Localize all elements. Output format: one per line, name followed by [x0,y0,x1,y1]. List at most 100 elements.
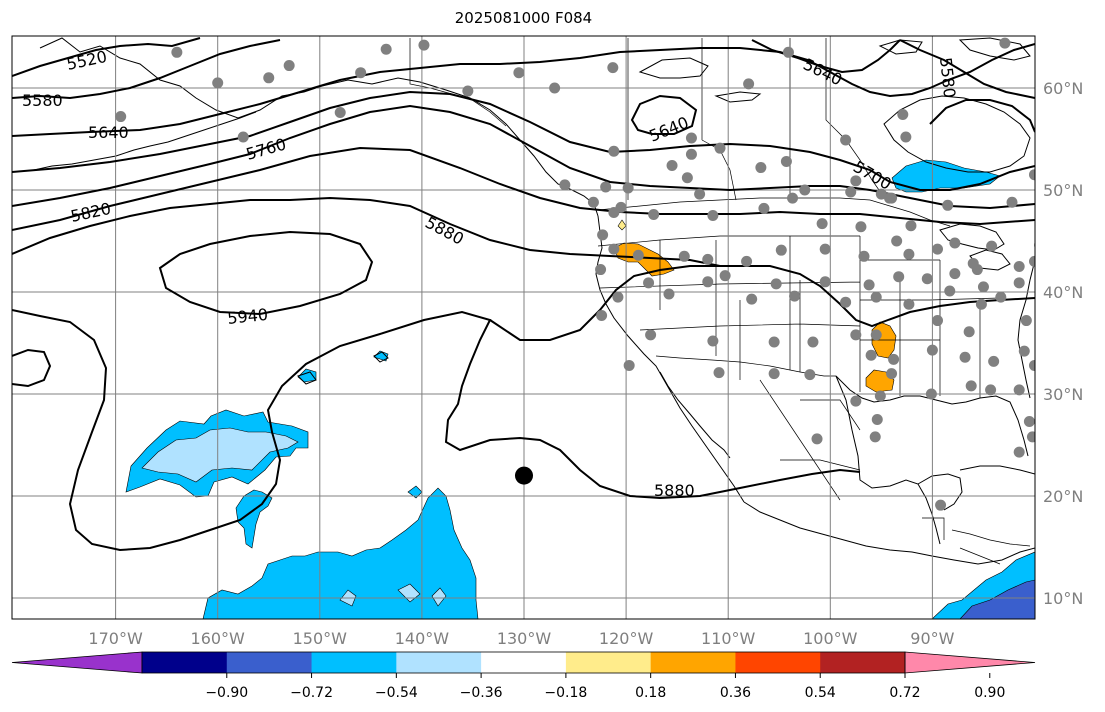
station-dot [1018,345,1030,357]
station-dot [549,82,561,94]
station-dot [1034,242,1035,249]
map-title: 2025081000 F084 [454,9,593,27]
station-dot [237,131,249,143]
station-dot [595,264,607,276]
colorbar-segment [311,652,397,673]
us-mexico-border [655,355,836,377]
colorbar-tick-label: −0.90 [205,685,248,701]
station-dot [799,184,811,196]
station-dot [787,192,799,204]
station-dot [932,243,944,255]
station-dot [1013,261,1025,272]
station-dot [600,181,612,193]
station-dot [623,359,635,371]
station-dot [1051,356,1062,367]
station-dot [263,72,275,84]
contour-5580-east [929,99,1035,133]
station-dot [1067,334,1078,345]
lat-lon-grid [12,36,1035,619]
station-dot [758,202,770,214]
colorbar-segment [226,652,313,673]
station-dot [1013,277,1025,289]
colorbar-segment [650,652,736,673]
station-dot [648,208,660,220]
latitude-label: 20°N [1043,487,1083,506]
latitude-label: 40°N [1043,283,1083,302]
colorbar-segment [565,652,652,673]
station-dot [685,132,697,144]
station-dot [965,380,977,392]
station-dot [819,276,831,288]
station-dot [845,186,857,198]
contour-5520 [12,37,201,77]
station-dot [975,298,987,310]
east-coast-us [1017,259,1035,399]
us-states [597,235,1001,398]
station-dot [869,431,881,443]
negative-field-mid [235,489,273,549]
arctic-islands [638,37,1031,103]
shaded-fields [125,159,1035,619]
station-dot [741,255,753,267]
station-dot [1036,315,1047,326]
station-dot [171,46,183,58]
station-dot [886,368,898,380]
station-dot [850,395,862,407]
station-dot [811,433,823,445]
station-dot [702,253,714,265]
contour-label-5940: 5940 [226,305,268,328]
longitude-label: 170°W [88,629,143,648]
contour-5880-loop [12,309,861,552]
colorbar-tick-label: 0.18 [635,685,666,701]
station-dot [875,188,887,200]
station-dot [685,148,697,160]
latitude-label: 30°N [1043,385,1083,404]
colorbar-segment [820,652,906,673]
longitude-labels: 170°W 160°W 150°W 140°W 130°W 120°W 110°W 100°W… [88,629,954,648]
latitude-label: 50°N [1043,181,1083,200]
longitude-label: 120°W [599,629,654,648]
station-dot [707,210,719,221]
alaska-coast [39,37,599,217]
colorbar-tick-label: −0.72 [290,685,333,701]
colorbar-tick-label: 0.36 [720,685,751,701]
station-dot [1029,255,1035,267]
station-dot [513,67,525,79]
station-dot [971,264,983,276]
station-dot [985,384,997,396]
station-dot [903,298,915,310]
station-dot [608,145,620,157]
central-america [922,517,1031,565]
station-dot [559,179,571,191]
station-dot [608,243,620,255]
station-dot [768,336,780,348]
station-dot [596,309,608,321]
station-dot [663,288,675,300]
latitude-labels: 60°N 50°N 40°N 30°N 20°N 10°N [1043,79,1083,608]
station-dot [115,111,127,123]
station-dot [858,250,870,262]
colorbar-outline [141,651,906,674]
contour-label-5580-b: 5580 [936,56,959,98]
station-dot [678,250,690,262]
station-dot [816,218,828,230]
station-dot [874,390,886,402]
station-dot [935,499,947,511]
station-dot [963,326,975,338]
station-dot [888,353,900,365]
station-dot [1013,446,1025,458]
station-dot [870,291,882,303]
longitude-label: 140°W [395,629,450,648]
hawaii [297,351,389,385]
west-coast-us [595,215,745,503]
station-dot [897,109,909,121]
station-dot [632,249,644,261]
colorbar-segment [735,652,821,673]
contour-5880-main [12,196,1035,328]
aleutian-chain [33,111,257,171]
station-dot [746,293,758,305]
colorbar-tick-label: 0.90 [974,685,1005,701]
contour-5880-inner [489,265,720,341]
station-dot [334,106,346,118]
